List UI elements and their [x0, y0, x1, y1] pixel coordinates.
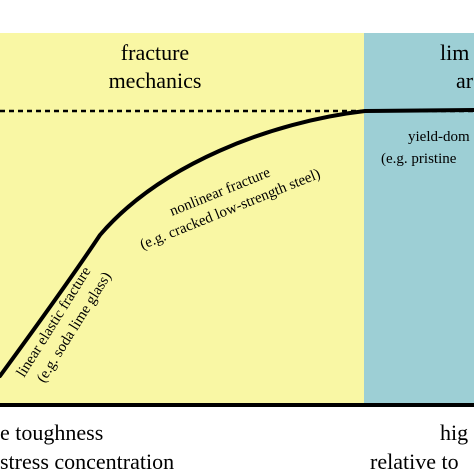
limit-analysis-region	[364, 33, 474, 405]
region-title-left-line1: fracture	[121, 40, 189, 65]
response-curve	[0, 108, 474, 378]
region-title-left-line2: mechanics	[109, 68, 202, 93]
region-title-right-line1: lim	[440, 40, 469, 65]
x-label-right-line2: relative to	[370, 449, 459, 474]
fracture-mechanics-region	[0, 33, 364, 405]
x-label-right-line1: hig	[440, 420, 468, 445]
region-title-right-line2: ar	[456, 68, 474, 93]
yield-annotation-line2: (e.g. pristine	[381, 151, 457, 167]
x-label-left-line2: stress concentration	[0, 449, 174, 474]
yield-annotation-line1: yield-dom	[408, 129, 470, 145]
x-label-left-line1: e toughness	[0, 420, 103, 445]
